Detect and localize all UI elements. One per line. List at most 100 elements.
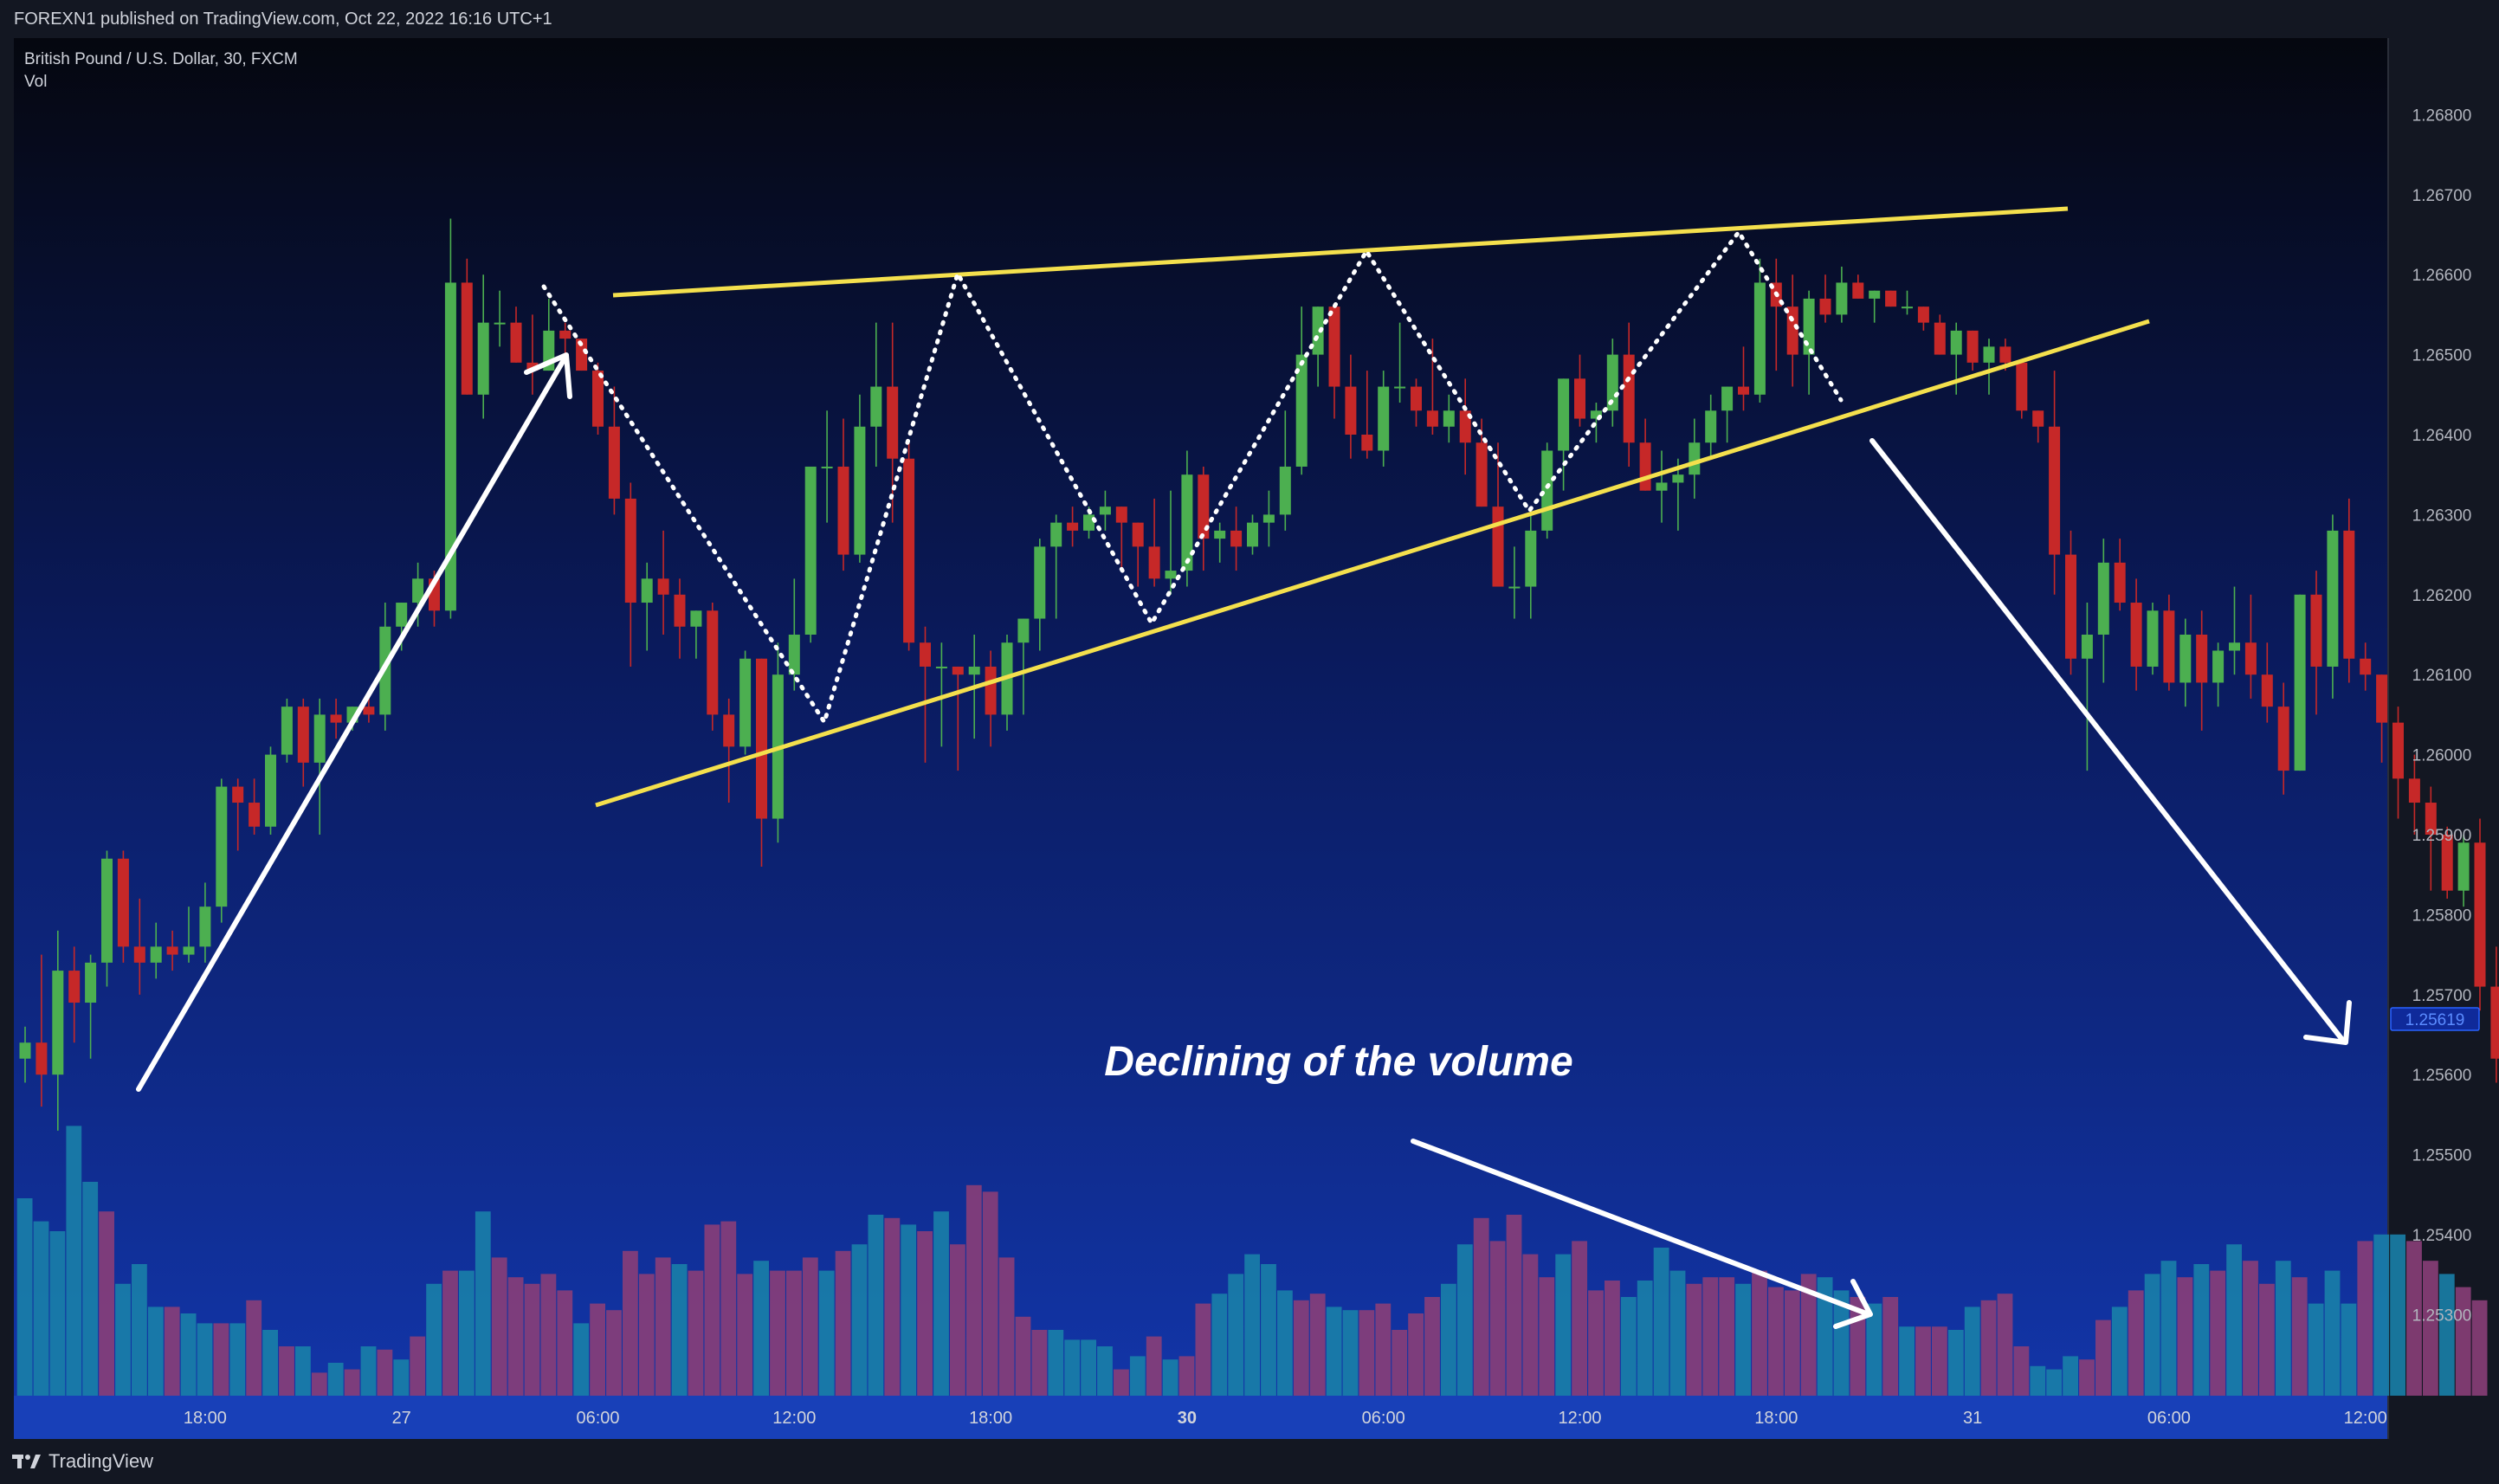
volume-bar <box>688 1270 704 1396</box>
candle <box>1345 354 1357 459</box>
candle-body <box>1917 306 1929 323</box>
volume-bar <box>2373 1234 2390 1396</box>
candle-body <box>2360 658 2372 675</box>
candle-body <box>657 578 669 595</box>
candle-body <box>608 426 620 499</box>
volume-bar <box>164 1307 180 1396</box>
volume-bar <box>147 1307 164 1396</box>
time-axis[interactable]: 18:00 27 06:00 12:00 18:00 30 06:00 12:00 18:00 3… <box>184 1409 2387 1428</box>
candle-body <box>903 458 915 643</box>
candle <box>249 778 261 835</box>
candle-body <box>2097 562 2109 635</box>
candle-body <box>1786 306 1798 355</box>
candle <box>804 466 817 643</box>
candle <box>166 930 178 971</box>
y-tick-label: 1.25400 <box>2412 1227 2472 1245</box>
volume-bar <box>1277 1290 1293 1396</box>
volume-bar <box>1424 1297 1440 1396</box>
candle-body <box>559 330 571 339</box>
volume-bar <box>965 1184 982 1396</box>
candle <box>183 907 195 963</box>
candle-body <box>1198 474 1210 539</box>
candle-body <box>1689 442 1701 475</box>
volume-bar <box>1932 1326 1947 1396</box>
candle-body <box>461 282 473 395</box>
volume-bar <box>540 1274 557 1396</box>
candle <box>2016 362 2028 419</box>
candle-body <box>232 786 244 803</box>
candle-body <box>2065 554 2076 659</box>
candle-body <box>117 858 129 947</box>
volume-decline-arrow <box>1411 1139 1873 1329</box>
volume-bar <box>2455 1287 2471 1396</box>
volume-bar <box>2177 1277 2193 1396</box>
candle <box>2097 539 2109 683</box>
candlestick-chart[interactable]: Declining of the volume British Pound / … <box>0 38 2499 1439</box>
volume-bar <box>1899 1326 1915 1396</box>
candle <box>1148 498 1160 587</box>
candle-body <box>952 666 964 675</box>
volume-bar <box>2341 1303 2357 1396</box>
candle <box>1034 539 1046 651</box>
candle <box>1558 378 1570 491</box>
candle <box>461 258 473 395</box>
volume-bar <box>770 1270 785 1396</box>
volume-bar <box>360 1346 377 1396</box>
candle-body <box>2196 635 2208 683</box>
candle-body <box>1983 346 1995 363</box>
candle <box>1115 506 1127 571</box>
candle <box>1295 306 1308 475</box>
candle-body <box>1099 506 1111 515</box>
volume-bar <box>1833 1290 1850 1396</box>
volume-bar <box>1309 1294 1326 1396</box>
volume-bar <box>1882 1297 1899 1396</box>
y-tick-label: 1.26400 <box>2412 427 2472 445</box>
volume-bar <box>1964 1307 1980 1396</box>
volume-bar <box>1572 1241 1587 1396</box>
volume-bar <box>213 1323 229 1396</box>
volume-bar <box>950 1244 965 1396</box>
candle-body <box>68 971 81 1003</box>
volume-bar <box>1211 1294 1228 1396</box>
x-tick-label: 12:00 <box>2344 1409 2387 1428</box>
candle-body <box>1214 530 1226 539</box>
volume-bar <box>197 1323 213 1396</box>
volume-bar <box>2390 1234 2405 1396</box>
volume-bar <box>33 1221 49 1396</box>
candle <box>903 442 915 651</box>
volume-bar <box>1244 1254 1260 1396</box>
volume-bar <box>1768 1287 1784 1396</box>
candle <box>1230 506 1243 571</box>
candle-body <box>641 578 653 603</box>
volume-bar <box>1375 1303 1392 1396</box>
price-axis-background <box>2388 38 2499 1396</box>
volume-bar <box>638 1274 655 1396</box>
volume-bar <box>2357 1241 2373 1396</box>
price-axis[interactable]: 1.26800 1.26700 1.26600 1.26500 1.26400 1.263… <box>2412 106 2472 1325</box>
candle <box>19 1026 31 1083</box>
candle-body <box>1639 442 1651 491</box>
candle <box>281 698 293 763</box>
candle-body <box>2408 778 2420 803</box>
candle <box>1966 330 1979 371</box>
volume-bar <box>933 1211 949 1396</box>
candle <box>526 314 539 395</box>
volume-bar <box>1817 1277 1833 1396</box>
candle-body <box>150 946 162 963</box>
volume-bar <box>507 1277 524 1396</box>
candle-body <box>1050 522 1062 547</box>
tradingview-logo-icon[interactable] <box>12 1453 42 1470</box>
candle <box>1819 274 1831 323</box>
candle-body <box>1295 354 1308 467</box>
candle <box>2474 818 2486 1011</box>
volume-bar <box>573 1323 590 1396</box>
volume-bar <box>2226 1244 2242 1396</box>
y-tick-label: 1.26600 <box>2412 267 2472 285</box>
candle <box>1869 290 1881 323</box>
candle <box>2457 835 2470 907</box>
volume-bar <box>1866 1303 1882 1396</box>
candle <box>2360 642 2372 691</box>
volume-bar <box>1326 1307 1342 1396</box>
candle <box>641 562 653 651</box>
volume-bar <box>1605 1281 1620 1396</box>
